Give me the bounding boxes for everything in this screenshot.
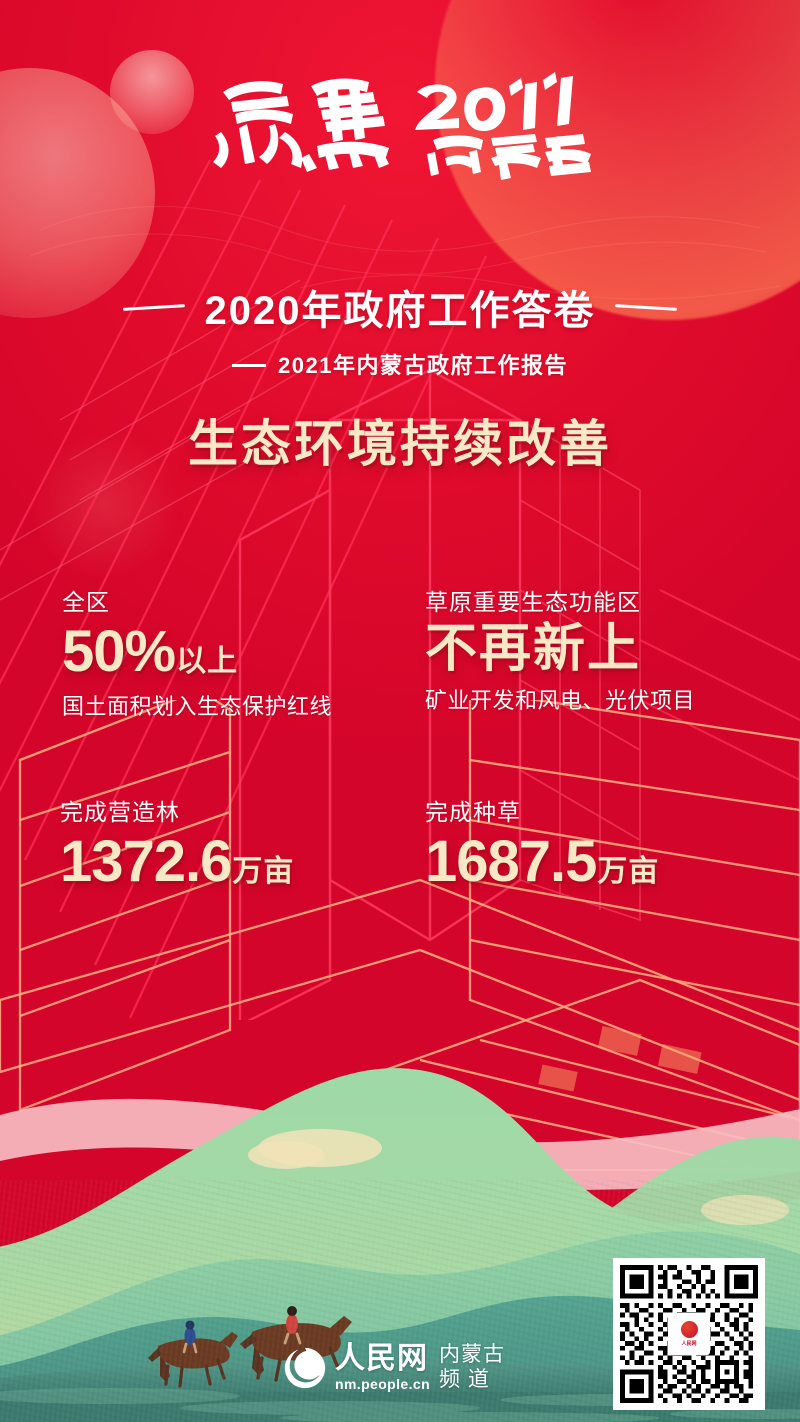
stat-block-1: 全区 50%以上 国土面积划入生态保护红线 — [62, 583, 332, 721]
horse-rider-red — [240, 1306, 352, 1382]
stat-1-unit: 以上 — [176, 645, 239, 678]
wave-contour-lines — [29, 205, 781, 300]
brand-name: 人民网 — [335, 1342, 428, 1376]
stat-2-number: 不再新上 — [425, 620, 642, 678]
footer-branding[interactable]: 人民网 nm.people.cn 内蒙古 频 道 — [282, 1343, 505, 1393]
subtitle-text: 2021年内蒙古政府工作报告 — [278, 353, 568, 378]
qr-code[interactable]: 人民网 — [613, 1258, 765, 1410]
channel-text-group: 内蒙古 频 道 — [439, 1343, 505, 1393]
decorative-circle-mid — [30, 430, 180, 580]
page-subtitle: 2021年内蒙古政府工作报告 — [0, 348, 800, 380]
stat-4-unit: 万亩 — [597, 855, 660, 888]
stat-4-label: 完成种草 — [425, 799, 521, 825]
calligraphy-banner — [213, 72, 591, 180]
stat-2-label: 草原重要生态功能区 — [425, 589, 641, 615]
title-dash-right — [615, 303, 678, 311]
stat-1-number: 50% — [62, 619, 176, 684]
qr-code-matrix — [620, 1265, 758, 1403]
stat-block-4: 完成种草 1687.5万亩 — [425, 793, 659, 899]
qr-logo-text: 人民网 — [681, 1341, 697, 1347]
qr-logo-mark — [680, 1321, 698, 1338]
qr-center-logo: 人民网 — [668, 1313, 710, 1355]
brand-text-group: 人民网 nm.people.cn — [335, 1342, 431, 1393]
people-daily-logo-icon — [284, 1347, 326, 1388]
channel-line-2: 频 道 — [439, 1367, 490, 1391]
stat-2-value: 不再新上 — [425, 623, 695, 675]
section-heading: 生态环境持续改善 — [188, 416, 612, 472]
stat-2-desc: 矿业开发和风电、光伏项目 — [425, 688, 696, 713]
stat-3-number: 1372.6 — [60, 829, 232, 894]
channel-line-1: 内蒙古 — [439, 1343, 506, 1366]
stat-3-unit: 万亩 — [232, 855, 295, 888]
stat-4-number: 1687.5 — [425, 829, 597, 894]
stat-3-value: 1372.6万亩 — [60, 833, 294, 891]
subtitle-dash — [232, 363, 267, 367]
horse-rider-blue — [148, 1320, 238, 1388]
decorative-circle-small — [110, 50, 194, 134]
title-row: 2020年政府工作答卷 — [0, 278, 800, 336]
grassland-illustration — [0, 1068, 800, 1422]
stat-3-label: 完成营造林 — [60, 799, 180, 825]
page-title: 2020年政府工作答卷 — [204, 289, 596, 333]
title-dash-left — [122, 303, 185, 311]
stat-1-value: 50%以上 — [62, 623, 332, 681]
stat-block-2: 草原重要生态功能区 不再新上 矿业开发和风电、光伏项目 — [425, 583, 695, 715]
brand-url: nm.people.cn — [335, 1376, 431, 1393]
stat-block-3: 完成营造林 1372.6万亩 — [60, 793, 294, 899]
stat-1-desc: 国土面积划入生态保护红线 — [62, 694, 333, 719]
building-lineart-lower — [0, 700, 800, 1172]
stat-1-label: 全区 — [62, 589, 110, 615]
stat-4-value: 1687.5万亩 — [425, 833, 659, 891]
